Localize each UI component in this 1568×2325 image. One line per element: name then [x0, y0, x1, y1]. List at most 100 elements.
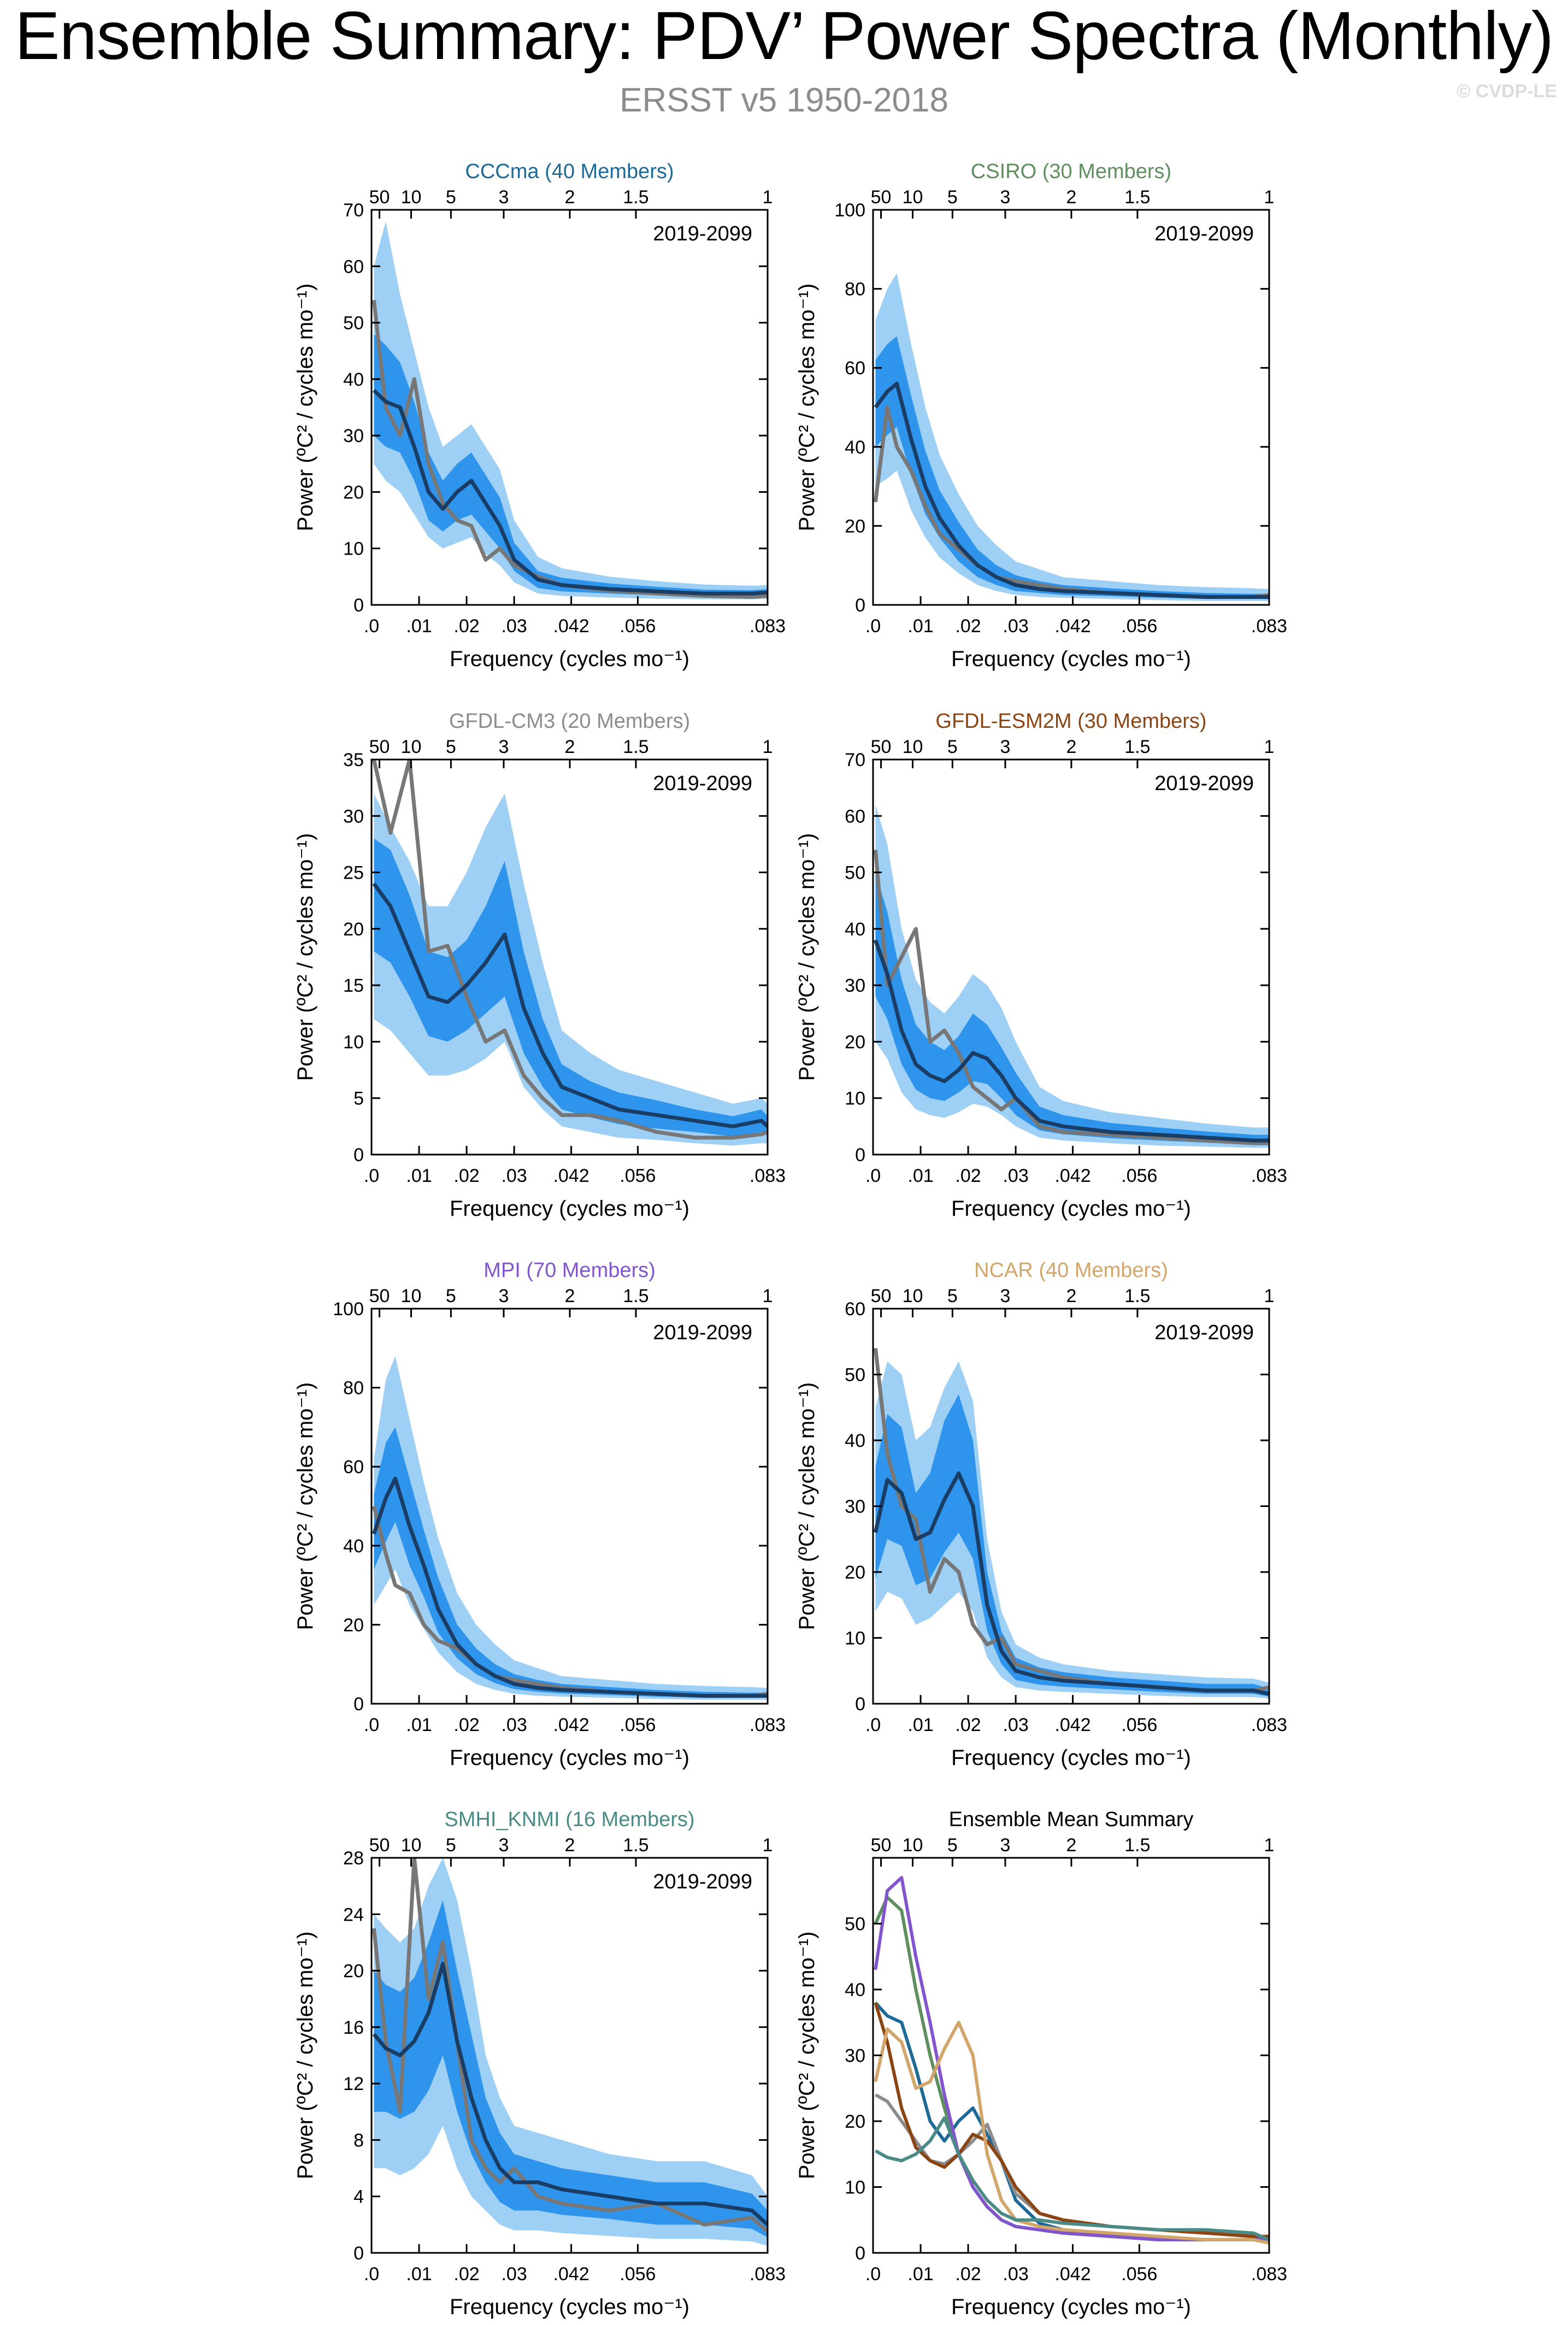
x-tick-label: .03 — [501, 1715, 527, 1735]
y-tick-label: 70 — [845, 750, 865, 770]
x-tick-label: .042 — [1054, 1166, 1090, 1186]
top-tick-label: 1.5 — [1124, 187, 1150, 208]
top-tick-label: 10 — [903, 737, 923, 757]
ensemble-mean-line — [372, 389, 768, 596]
chart-panel: 0 10 20 30 40 50 .0 .01 .02 .03 .042 .056 .083 50 10 5 3… — [795, 1808, 1287, 2319]
x-tick-label: .02 — [453, 1166, 479, 1186]
y-tick-label: 60 — [845, 1299, 865, 1320]
x-tick-label: .042 — [1054, 1715, 1090, 1735]
y-tick-label: 40 — [343, 369, 364, 390]
top-tick-label: 2 — [564, 737, 575, 757]
top-tick-label: 1.5 — [1124, 1286, 1150, 1306]
x-tick-label: .083 — [1251, 1166, 1287, 1186]
top-tick-label: 50 — [369, 1286, 390, 1306]
observed-line — [873, 849, 1269, 1145]
top-tick-label: 3 — [498, 1835, 509, 1856]
y-tick-label: 30 — [845, 2046, 865, 2067]
top-tick-label: 3 — [498, 1286, 509, 1306]
top-tick-label: 2 — [1066, 187, 1076, 208]
chart-panel: 0 10 20 30 40 50 60 .0 .01 .02 .03 .042 .056 .083 50 10… — [795, 1259, 1287, 1770]
panel-title: GFDL-CM3 (20 Members) — [449, 710, 690, 733]
x-tick-label: .02 — [453, 616, 479, 637]
y-tick-label: 30 — [845, 1497, 865, 1517]
y-tick-label: 24 — [343, 1904, 364, 1925]
period-label: 2019-2099 — [1154, 772, 1254, 795]
x-axis-label: Frequency (cycles mo⁻¹) — [450, 1197, 689, 1221]
x-tick-label: .056 — [1121, 2264, 1157, 2285]
y-tick-label: 50 — [845, 1914, 865, 1935]
x-axis-label: Frequency (cycles mo⁻¹) — [450, 647, 689, 671]
x-tick-label: .03 — [1003, 616, 1028, 637]
top-tick-label: 2 — [1066, 1286, 1076, 1306]
x-tick-label: .03 — [501, 616, 527, 637]
x-tick-label: .056 — [620, 1715, 656, 1735]
x-tick-label: .0 — [865, 616, 881, 637]
period-label: 2019-2099 — [653, 1870, 752, 1893]
y-tick-label: 30 — [343, 806, 364, 827]
y-tick-label: 100 — [834, 200, 865, 221]
x-tick-label: .01 — [907, 1166, 933, 1186]
plot-area — [372, 1858, 768, 2246]
y-tick-label: 100 — [333, 1299, 364, 1320]
top-tick-label: 3 — [1000, 1835, 1010, 1856]
x-tick-label: .0 — [865, 1166, 881, 1186]
plot-area — [372, 760, 768, 1146]
y-tick-label: 10 — [845, 1628, 865, 1649]
y-tick-label: 5 — [353, 1088, 364, 1109]
y-tick-label: 40 — [343, 1536, 364, 1557]
top-tick-label: 10 — [401, 187, 422, 208]
top-tick-label: 2 — [564, 187, 575, 208]
y-tick-label: 10 — [343, 1032, 364, 1052]
x-tick-label: .02 — [955, 616, 981, 637]
x-tick-label: .02 — [955, 2264, 981, 2285]
x-tick-label: .0 — [364, 616, 379, 637]
inner-spread-band — [875, 872, 1269, 1145]
x-tick-label: .0 — [364, 2264, 379, 2285]
y-tick-label: 50 — [845, 863, 865, 884]
x-tick-label: .083 — [1251, 1715, 1287, 1735]
y-tick-label: 20 — [343, 482, 364, 503]
top-tick-label: 5 — [446, 1835, 456, 1856]
panel-title: CCCma (40 Members) — [465, 160, 674, 183]
x-tick-label: .02 — [453, 1715, 479, 1735]
plot-area — [372, 1356, 768, 1700]
top-tick-label: 5 — [446, 1286, 456, 1306]
x-tick-label: .01 — [406, 1166, 432, 1186]
top-tick-label: 50 — [369, 187, 390, 208]
y-tick-label: 80 — [343, 1378, 364, 1399]
y-axis-label: Power (ºC² / cycles mo⁻¹) — [795, 284, 819, 532]
top-tick-label: 3 — [1000, 187, 1010, 208]
y-axis-label: Power (ºC² / cycles mo⁻¹) — [293, 284, 317, 532]
top-tick-label: 1 — [763, 1835, 773, 1856]
inner-spread-band — [374, 334, 768, 597]
top-tick-label: 50 — [369, 1835, 390, 1856]
x-tick-label: .083 — [1251, 616, 1287, 637]
y-tick-label: 50 — [845, 1365, 865, 1386]
y-axis-label: Power (ºC² / cycles mo⁻¹) — [293, 1382, 317, 1631]
y-tick-label: 10 — [845, 1088, 865, 1109]
y-tick-label: 10 — [845, 2177, 865, 2198]
x-tick-label: .01 — [907, 616, 933, 637]
page-title: Ensemble Summary: PDV’ Power Spectra (Mo… — [14, 0, 1554, 74]
y-axis-label: Power (ºC² / cycles mo⁻¹) — [795, 1382, 819, 1631]
x-tick-label: .056 — [1121, 616, 1157, 637]
x-tick-label: .01 — [907, 2264, 933, 2285]
inner-spread-band — [374, 838, 768, 1137]
chart-panel: 0 10 20 30 40 50 60 70 .0 .01 .02 .03 .042 .056 .083 50… — [795, 710, 1287, 1221]
y-tick-label: 20 — [845, 1032, 865, 1052]
plot-frame — [872, 1857, 1270, 2254]
top-tick-label: 2 — [564, 1286, 575, 1306]
x-tick-label: .056 — [620, 616, 656, 637]
outer-spread-band — [374, 221, 768, 599]
x-tick-label: .042 — [1054, 616, 1090, 637]
panel-title: GFDL-ESM2M (30 Members) — [935, 710, 1206, 733]
y-tick-label: 80 — [845, 279, 865, 300]
y-tick-label: 70 — [343, 200, 364, 221]
x-tick-label: .056 — [1121, 1166, 1157, 1186]
series-line-ncar — [874, 2021, 1269, 2245]
top-tick-label: 50 — [871, 1835, 892, 1856]
top-tick-label: 1 — [763, 737, 773, 757]
x-tick-label: .0 — [865, 2264, 881, 2285]
